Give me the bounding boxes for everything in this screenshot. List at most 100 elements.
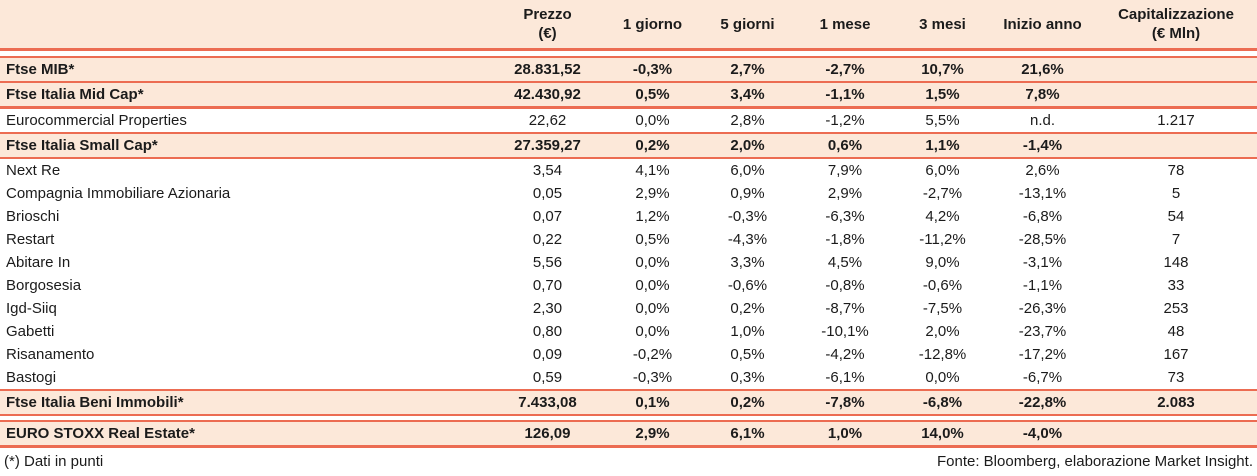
cell-3-mesi: -0,6% [922,277,963,294]
cell-capitalizzazione: 1.217 [1157,112,1195,129]
cell-inizio-anno: -1,1% [1022,277,1063,294]
cell-5-giorni: 1,0% [730,323,765,340]
table-row-gabetti: Gabetti 0,80 0,0% 1,0% -10,1% 2,0% -23,7… [0,320,1257,343]
source-note: Fonte: Bloomberg, elaborazione Market In… [936,453,1253,470]
cell-capitalizzazione: 54 [1167,208,1185,225]
cell-3-mesi: 2,0% [925,323,960,340]
cell-1-giorno: 0,0% [635,112,670,129]
cell-inizio-anno: n.d. [1029,112,1056,129]
cell-prezzo: 3,54 [532,162,563,179]
cell-1-giorno: 0,5% [605,82,700,109]
cell-1-mese: -2,7% [795,56,895,83]
col-header-capitalizzazione-line1: Capitalizzazione [1118,6,1234,23]
cell-1-mese: -4,2% [825,346,865,363]
row-name: Igd-Siiq [6,300,57,317]
cell-1-giorno: 0,5% [635,231,670,248]
row-name: Next Re [6,162,61,179]
col-header-3-mesi: 3 mesi [895,0,990,51]
table-row-borgosesia: Borgosesia 0,70 0,0% -0,6% -0,8% -0,6% -… [0,274,1257,297]
row-name: Brioschi [6,208,60,225]
cell-5-giorni: 6,1% [700,420,795,448]
cell-1-giorno: 2,9% [605,420,700,448]
cell-prezzo: 2,30 [532,300,563,317]
cell-1-mese: -1,8% [825,231,865,248]
table-row-eurocommercial: Eurocommercial Properties 22,62 0,0% 2,8… [0,108,1257,134]
table-row-brioschi: Brioschi 0,07 1,2% -0,3% -6,3% 4,2% -6,8… [0,205,1257,228]
cell-1-mese: -6,1% [825,369,865,386]
table-row-index-ftse-small-cap: Ftse Italia Small Cap* 27.359,27 0,2% 2,… [0,132,1257,159]
table-row-index-ftse-mib: Ftse MIB* 28.831,52 -0,3% 2,7% -2,7% 10,… [0,56,1257,83]
cell-1-mese: -10,1% [821,323,869,340]
header-row: Prezzo (€) 1 giorno 5 giorni 1 mese 3 me… [0,0,1257,51]
cell-5-giorni: 0,2% [700,389,795,416]
table-row-next-re: Next Re 3,54 4,1% 6,0% 7,9% 6,0% 2,6% 78 [0,158,1257,182]
cell-5-giorni: 2,7% [700,56,795,83]
cell-1-giorno: 0,0% [635,323,670,340]
cell-1-giorno: 0,1% [605,389,700,416]
cell-prezzo: 27.359,27 [490,132,605,159]
cell-inizio-anno: -17,2% [1018,346,1067,363]
cell-1-giorno: 0,0% [635,300,670,317]
cell-1-mese: -6,3% [825,208,865,225]
divider-gap [0,415,1257,421]
cell-prezzo: 126,09 [490,420,605,448]
cell-capitalizzazione: 148 [1163,254,1189,271]
cell-inizio-anno: -6,7% [1022,369,1063,386]
row-name: Risanamento [6,346,95,363]
cell-capitalizzazione: 5 [1171,185,1181,202]
cell-prezzo: 28.831,52 [490,56,605,83]
col-header-capitalizzazione: Capitalizzazione (€ Mln) [1095,0,1257,51]
cell-prezzo: 0,59 [532,369,563,386]
cell-1-giorno: 2,9% [635,185,670,202]
cell-1-mese: -8,7% [825,300,865,317]
table-row-bastogi: Bastogi 0,59 -0,3% 0,3% -6,1% 0,0% -6,7%… [0,366,1257,390]
row-name: Gabetti [6,323,55,340]
row-name: Ftse Italia Small Cap* [0,132,490,159]
cell-5-giorni: -0,3% [727,208,768,225]
cell-prezzo: 0,05 [532,185,563,202]
col-header-prezzo-line1: Prezzo [523,6,572,23]
cell-1-giorno: 0,2% [605,132,700,159]
cell-1-giorno: -0,3% [632,369,673,386]
table-row-compagnia-immobiliare: Compagnia Immobiliare Azionaria 0,05 2,9… [0,182,1257,205]
cell-inizio-anno: -22,8% [990,389,1095,416]
col-header-prezzo: Prezzo (€) [490,0,605,51]
cell-5-giorni: 0,5% [730,346,765,363]
cell-1-mese: 4,5% [827,254,863,271]
cell-3-mesi: -11,2% [919,231,966,248]
table-row-index-euro-stoxx-real-estate: EURO STOXX Real Estate* 126,09 2,9% 6,1%… [0,420,1257,448]
cell-inizio-anno: -4,0% [990,420,1095,448]
col-header-inizio-anno: Inizio anno [990,0,1095,51]
cell-1-mese: -1,1% [795,82,895,109]
row-name: Borgosesia [6,277,82,294]
cell-1-giorno: 4,1% [635,162,670,179]
table-row-index-ftse-mid-cap: Ftse Italia Mid Cap* 42.430,92 0,5% 3,4%… [0,82,1257,109]
cell-capitalizzazione [1095,56,1257,83]
cell-3-mesi: 5,5% [925,112,960,129]
cell-1-giorno: -0,3% [605,56,700,83]
cell-inizio-anno: -28,5% [1018,231,1067,248]
row-name: Abitare In [6,254,71,271]
cell-3-mesi: 14,0% [895,420,990,448]
footnote: (*) Dati in punti [4,453,104,470]
cell-capitalizzazione: 33 [1167,277,1185,294]
cell-capitalizzazione [1095,420,1257,448]
cell-1-mese: -1,2% [825,112,865,129]
cell-capitalizzazione [1095,82,1257,109]
row-name: EURO STOXX Real Estate* [0,420,490,448]
table-row-risanamento: Risanamento 0,09 -0,2% 0,5% -4,2% -12,8%… [0,343,1257,366]
table-row-index-ftse-beni-immobili: Ftse Italia Beni Immobili* 7.433,08 0,1%… [0,389,1257,416]
cell-3-mesi: -12,8% [918,346,967,363]
col-header-1-mese: 1 mese [795,0,895,51]
cell-3-mesi: 6,0% [925,162,960,179]
row-name: Restart [6,231,55,248]
cell-capitalizzazione: 48 [1167,323,1185,340]
cell-capitalizzazione: 78 [1167,162,1185,179]
cell-inizio-anno: -23,7% [1018,323,1067,340]
cell-5-giorni: 2,8% [730,112,765,129]
cell-3-mesi: -2,7% [922,185,963,202]
cell-3-mesi: -6,8% [895,389,990,416]
col-header-5-giorni: 5 giorni [700,0,795,51]
cell-3-mesi: 4,2% [925,208,960,225]
col-header-name [0,0,490,51]
